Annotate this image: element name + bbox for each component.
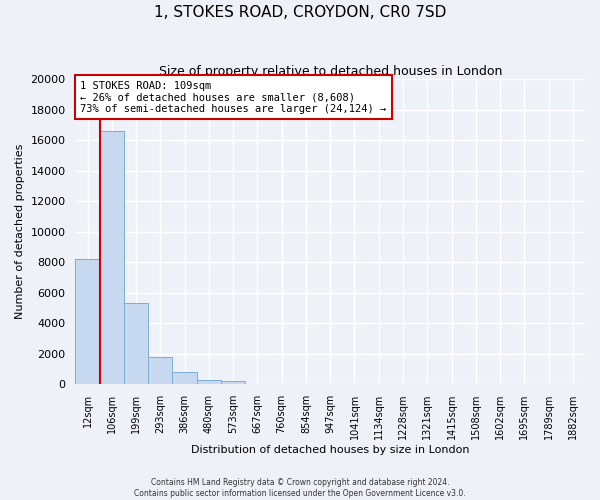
X-axis label: Distribution of detached houses by size in London: Distribution of detached houses by size … xyxy=(191,445,469,455)
Text: 1 STOKES ROAD: 109sqm
← 26% of detached houses are smaller (8,608)
73% of semi-d: 1 STOKES ROAD: 109sqm ← 26% of detached … xyxy=(80,80,387,114)
Bar xyxy=(197,380,221,384)
Bar xyxy=(221,381,245,384)
Bar xyxy=(148,357,172,384)
Text: Contains HM Land Registry data © Crown copyright and database right 2024.
Contai: Contains HM Land Registry data © Crown c… xyxy=(134,478,466,498)
Y-axis label: Number of detached properties: Number of detached properties xyxy=(15,144,25,320)
Text: 1, STOKES ROAD, CROYDON, CR0 7SD: 1, STOKES ROAD, CROYDON, CR0 7SD xyxy=(154,5,446,20)
Bar xyxy=(100,131,124,384)
Bar xyxy=(76,259,100,384)
Bar xyxy=(172,372,197,384)
Bar xyxy=(124,304,148,384)
Title: Size of property relative to detached houses in London: Size of property relative to detached ho… xyxy=(158,65,502,78)
